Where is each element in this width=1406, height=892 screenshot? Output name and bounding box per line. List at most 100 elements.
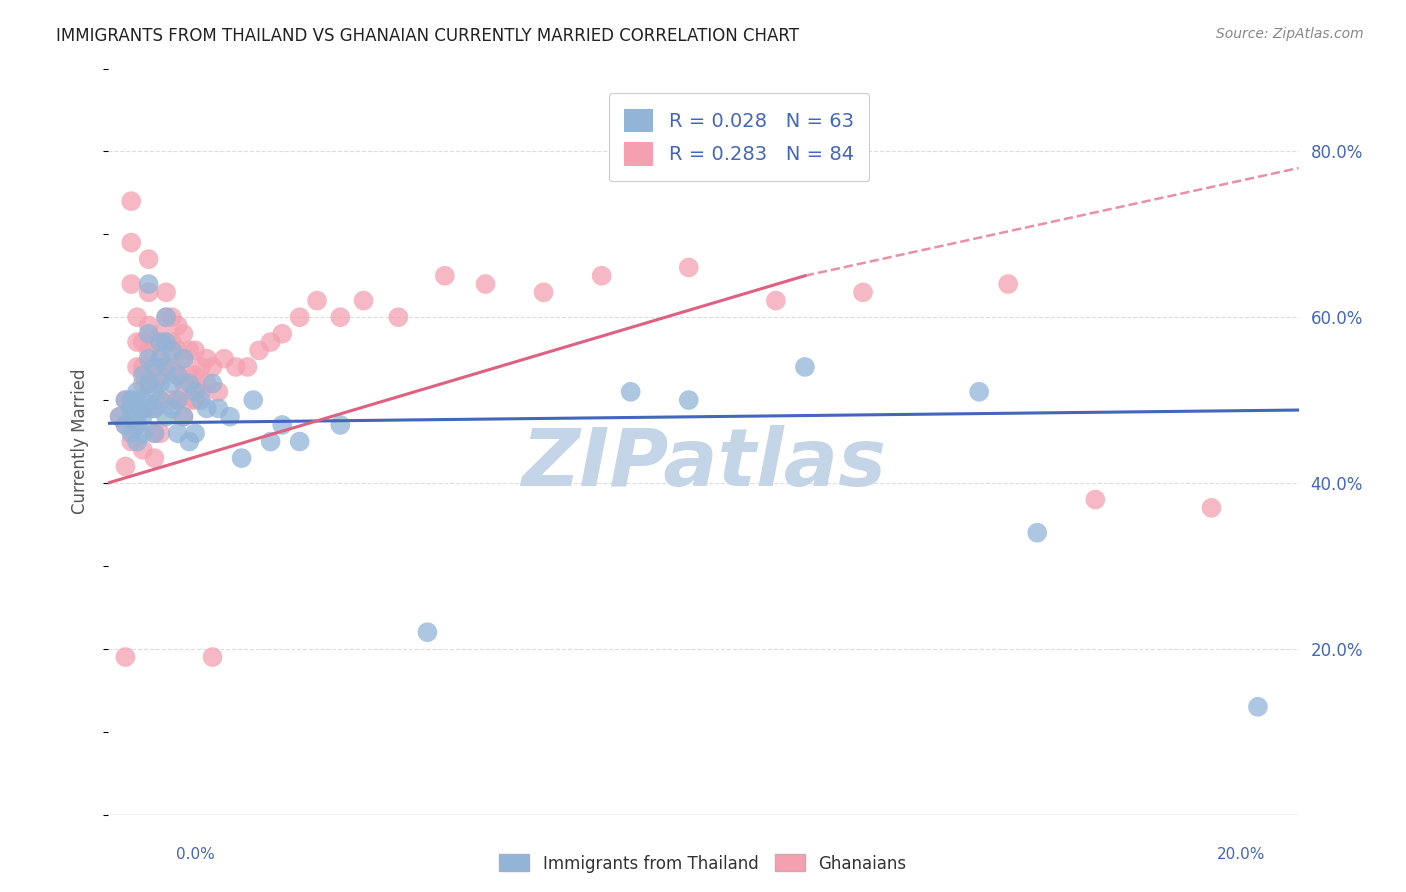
Point	[149, 368, 172, 383]
Point	[114, 393, 136, 408]
Point	[120, 235, 142, 250]
Point	[160, 310, 183, 325]
Point	[114, 417, 136, 432]
Point	[155, 285, 177, 300]
Point	[155, 359, 177, 374]
Point	[125, 417, 148, 432]
Point	[160, 359, 183, 374]
Point	[173, 351, 195, 366]
Point	[179, 434, 201, 449]
Point	[120, 277, 142, 291]
Point	[166, 318, 188, 333]
Point	[138, 318, 160, 333]
Point	[207, 401, 229, 416]
Point	[201, 359, 224, 374]
Point	[166, 368, 188, 383]
Point	[212, 351, 235, 366]
Point	[120, 401, 142, 416]
Point	[155, 409, 177, 424]
Point	[155, 310, 177, 325]
Point	[108, 409, 131, 424]
Point	[125, 409, 148, 424]
Point	[132, 334, 155, 349]
Point	[138, 285, 160, 300]
Point	[149, 393, 172, 408]
Point	[271, 326, 294, 341]
Point	[997, 277, 1019, 291]
Point	[765, 293, 787, 308]
Legend: R = 0.028   N = 63, R = 0.283   N = 84: R = 0.028 N = 63, R = 0.283 N = 84	[609, 93, 869, 181]
Point	[114, 393, 136, 408]
Point	[138, 376, 160, 391]
Point	[329, 310, 352, 325]
Point	[474, 277, 496, 291]
Point	[195, 351, 218, 366]
Point	[132, 359, 155, 374]
Point	[166, 343, 188, 358]
Point	[143, 401, 166, 416]
Point	[173, 409, 195, 424]
Point	[190, 393, 212, 408]
Point	[166, 393, 188, 408]
Point	[149, 351, 172, 366]
Text: 0.0%: 0.0%	[176, 847, 215, 863]
Point	[132, 442, 155, 457]
Point	[173, 326, 195, 341]
Point	[143, 359, 166, 374]
Point	[125, 359, 148, 374]
Point	[793, 359, 815, 374]
Point	[125, 393, 148, 408]
Point	[114, 650, 136, 665]
Point	[184, 368, 207, 383]
Point	[149, 426, 172, 441]
Text: 20.0%: 20.0%	[1218, 847, 1265, 863]
Point	[143, 401, 166, 416]
Point	[1201, 500, 1223, 515]
Point	[166, 368, 188, 383]
Point	[125, 384, 148, 399]
Text: Source: ZipAtlas.com: Source: ZipAtlas.com	[1216, 27, 1364, 41]
Point	[219, 409, 242, 424]
Point	[190, 384, 212, 399]
Point	[160, 376, 183, 391]
Point	[416, 625, 439, 640]
Point	[149, 326, 172, 341]
Point	[108, 409, 131, 424]
Point	[231, 451, 253, 466]
Point	[149, 376, 172, 391]
Point	[166, 393, 188, 408]
Point	[149, 393, 172, 408]
Point	[259, 434, 281, 449]
Point	[160, 401, 183, 416]
Point	[533, 285, 555, 300]
Point	[132, 409, 155, 424]
Point	[852, 285, 875, 300]
Point	[143, 426, 166, 441]
Point	[225, 359, 247, 374]
Point	[433, 268, 456, 283]
Point	[143, 334, 166, 349]
Point	[120, 194, 142, 209]
Point	[288, 310, 311, 325]
Point	[247, 343, 270, 358]
Point	[125, 417, 148, 432]
Point	[132, 368, 155, 383]
Point	[678, 393, 700, 408]
Point	[120, 434, 142, 449]
Point	[179, 393, 201, 408]
Point	[138, 351, 160, 366]
Point	[179, 376, 201, 391]
Point	[271, 417, 294, 432]
Point	[160, 393, 183, 408]
Point	[132, 393, 155, 408]
Point	[201, 650, 224, 665]
Point	[155, 334, 177, 349]
Point	[387, 310, 409, 325]
Point	[1026, 525, 1049, 540]
Point	[155, 310, 177, 325]
Point	[132, 426, 155, 441]
Y-axis label: Currently Married: Currently Married	[72, 368, 89, 515]
Point	[184, 343, 207, 358]
Point	[184, 393, 207, 408]
Point	[120, 393, 142, 408]
